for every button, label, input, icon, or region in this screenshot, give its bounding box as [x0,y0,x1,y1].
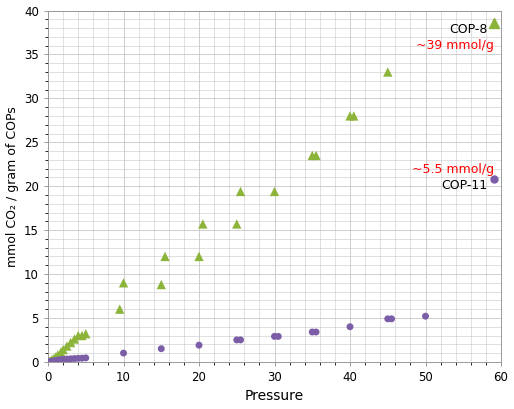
Point [383,69,392,75]
Text: ~39 mmol/g: ~39 mmol/g [416,39,494,52]
Point [388,316,396,322]
Point [74,355,82,362]
Point [45,358,53,365]
Point [78,332,86,339]
Point [421,313,430,319]
Point [48,358,56,364]
Point [46,358,54,364]
Point [119,279,127,286]
Point [119,350,127,356]
X-axis label: Pressure: Pressure [245,389,304,403]
Point [59,356,67,363]
Point [195,342,203,348]
Point [59,346,67,353]
Point [270,333,279,339]
Point [199,221,207,227]
Point [57,356,65,363]
Text: ~5.5 mmol/g: ~5.5 mmol/g [412,163,494,176]
Point [161,253,169,260]
Point [63,356,71,362]
Point [54,352,62,358]
Point [82,330,90,337]
Point [54,357,62,363]
Point [308,152,317,159]
Point [66,339,75,346]
Point [157,346,166,352]
Point [82,355,90,361]
Point [346,324,354,330]
Point [195,253,203,260]
Point [48,357,56,363]
Point [270,188,279,195]
Point [157,281,166,288]
Point [233,337,241,343]
Text: COP-11: COP-11 [442,179,487,192]
Point [45,358,53,365]
Point [383,316,392,322]
Point [49,355,58,362]
Point [51,354,60,360]
Point [308,329,317,335]
Point [74,332,82,339]
Point [66,355,75,362]
Y-axis label: mmol CO₂ / gram of COPs: mmol CO₂ / gram of COPs [6,106,19,267]
Point [49,358,58,364]
Point [350,112,358,119]
Point [63,343,71,349]
Point [46,358,54,365]
Point [312,329,320,335]
Point [233,221,241,227]
Text: COP-8: COP-8 [449,23,487,36]
Point [51,357,60,364]
Point [70,336,79,342]
Point [236,337,245,343]
Point [346,112,354,119]
Point [312,152,320,159]
Point [78,355,86,362]
Point [57,349,65,355]
Point [70,355,79,362]
Point [116,306,124,312]
Point [236,188,245,195]
Point [274,333,282,339]
